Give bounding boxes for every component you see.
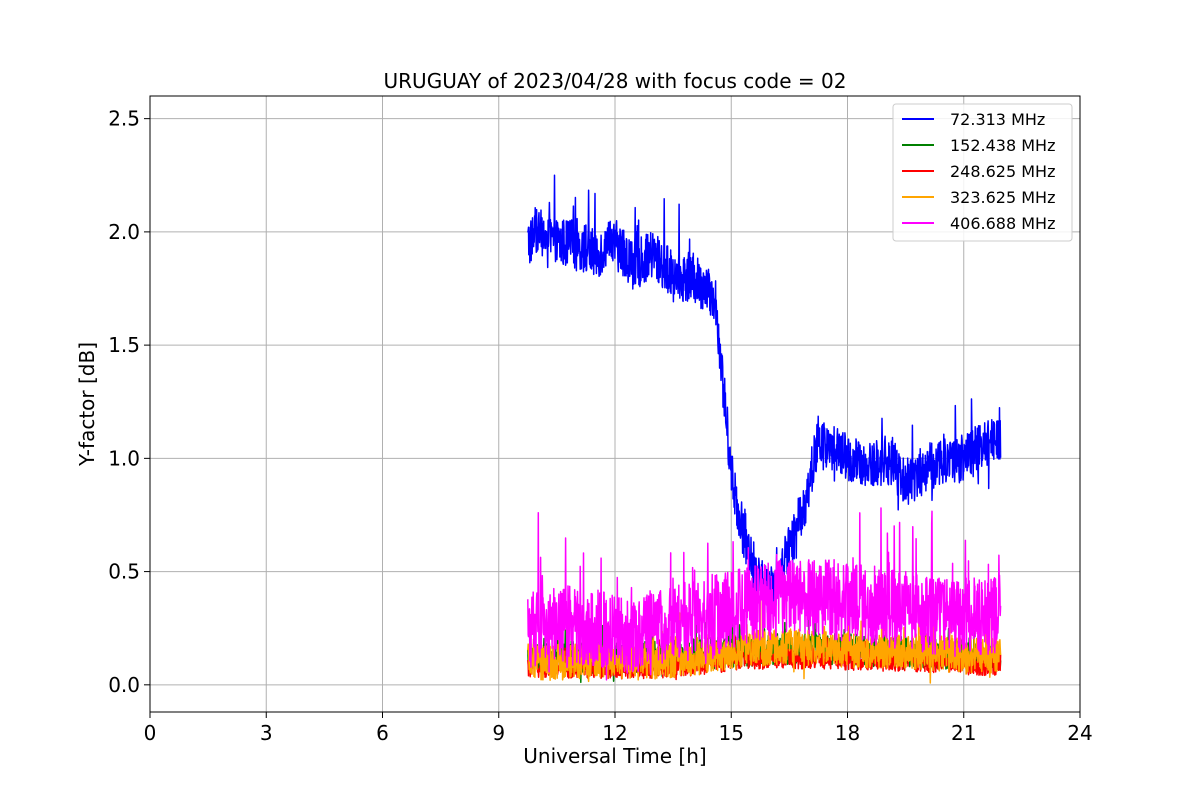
x-tick-label: 18 xyxy=(835,721,860,745)
tick-layer: 0 3 6 9 12 15 18 21 24 0.0 0.5 1.0 1.5 2.0 2.5 xyxy=(108,107,1093,745)
y-tick-label: 1.0 xyxy=(108,446,140,470)
x-tick-label: 24 xyxy=(1067,721,1092,745)
x-axis-label: Universal Time [h] xyxy=(523,744,706,768)
y-tick-label: 2.5 xyxy=(108,107,140,131)
legend-entry-label: 323.625 MHz xyxy=(950,188,1055,207)
series-layer xyxy=(527,174,1002,684)
legend-entry-label: 406.688 MHz xyxy=(950,214,1055,233)
x-tick-label: 21 xyxy=(951,721,976,745)
x-tick-label: 15 xyxy=(719,721,744,745)
x-tick-label: 3 xyxy=(260,721,273,745)
y-tick-label: 2.0 xyxy=(108,220,140,244)
x-tick-label: 6 xyxy=(376,721,389,745)
x-tick-label: 0 xyxy=(144,721,157,745)
x-tick-label: 9 xyxy=(492,721,505,745)
y-tick-label: 0.0 xyxy=(108,673,140,697)
legend-entry-label: 72.313 MHz xyxy=(950,110,1045,129)
legend: 72.313 MHz 152.438 MHz 248.625 MHz 323.625 … xyxy=(892,103,1073,242)
legend-box xyxy=(892,103,1073,242)
legend-entry-label: 248.625 MHz xyxy=(950,162,1055,181)
chart-title: URUGUAY of 2023/04/28 with focus code = … xyxy=(384,69,847,93)
y-axis-label: Y-factor [dB] xyxy=(75,342,99,467)
x-tick-label: 12 xyxy=(602,721,627,745)
legend-entry-label: 152.438 MHz xyxy=(950,136,1055,155)
y-tick-label: 1.5 xyxy=(108,333,140,357)
series-line-4 xyxy=(527,507,1002,681)
y-tick-label: 0.5 xyxy=(108,560,140,584)
